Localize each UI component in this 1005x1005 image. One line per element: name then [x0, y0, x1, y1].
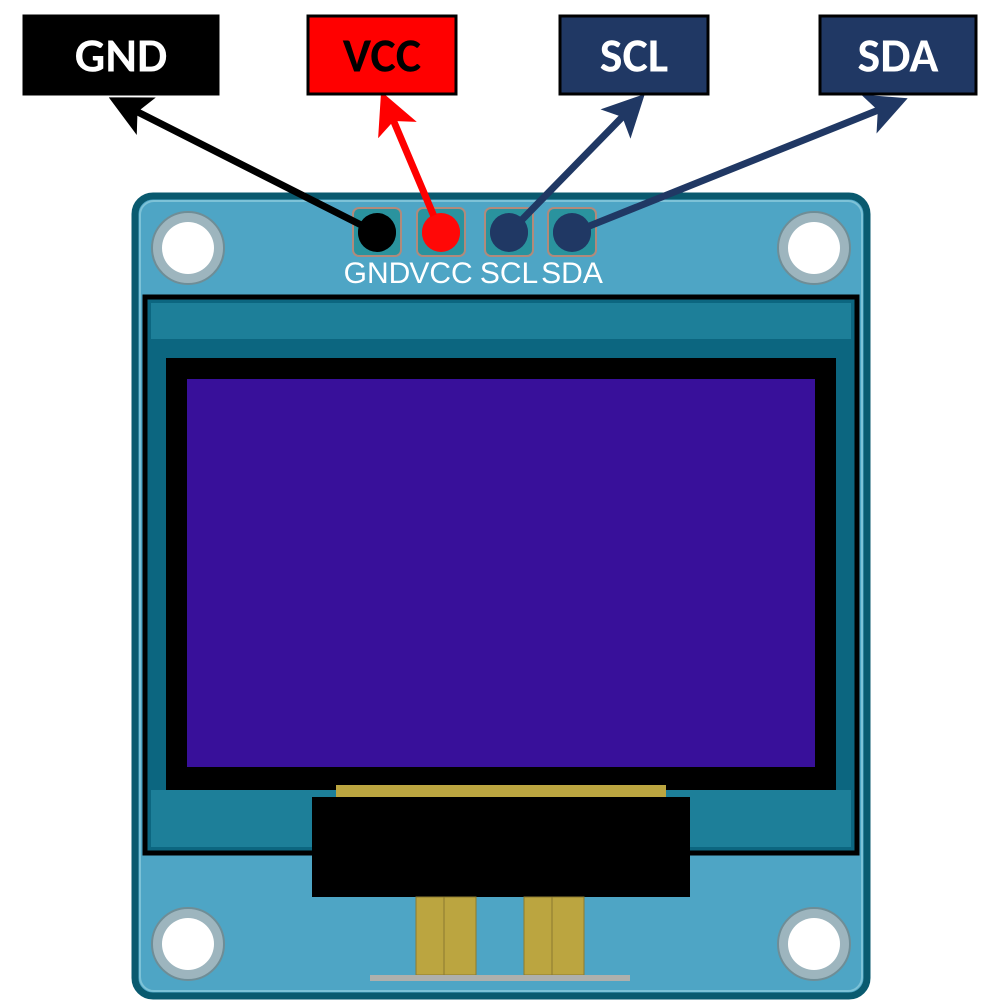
pin-silk-label: SCL	[480, 257, 538, 290]
flex-black-tab	[312, 797, 690, 897]
pin-dot-overlay	[422, 214, 460, 252]
sda-label-text: SDA	[858, 26, 940, 85]
gnd-label-text: GND	[75, 26, 167, 85]
oled-screen	[186, 378, 816, 768]
flex-gold-pad	[524, 897, 584, 975]
mount-hole	[788, 918, 840, 970]
flex-shadow	[370, 975, 630, 981]
flex-gold-pad	[416, 897, 476, 975]
mount-hole	[788, 222, 840, 274]
vcc-label-text: VCC	[343, 26, 421, 85]
pin-dot-overlay	[490, 214, 528, 252]
flex-gold-pad-shade	[551, 897, 553, 975]
pin-silk-label: GND	[344, 257, 411, 290]
scl-label-text: SCL	[600, 26, 668, 85]
mount-hole	[162, 918, 214, 970]
flex-gold-pad-shade	[443, 897, 445, 975]
display-bezel-top-strip	[151, 303, 851, 339]
flex-top-strip	[336, 785, 666, 797]
pin-silk-label: VCC	[409, 257, 472, 290]
pin-dot-overlay	[553, 214, 591, 252]
pin-silk-label: SDA	[541, 257, 603, 290]
pin-dot-overlay	[358, 214, 396, 252]
mount-hole	[162, 222, 214, 274]
